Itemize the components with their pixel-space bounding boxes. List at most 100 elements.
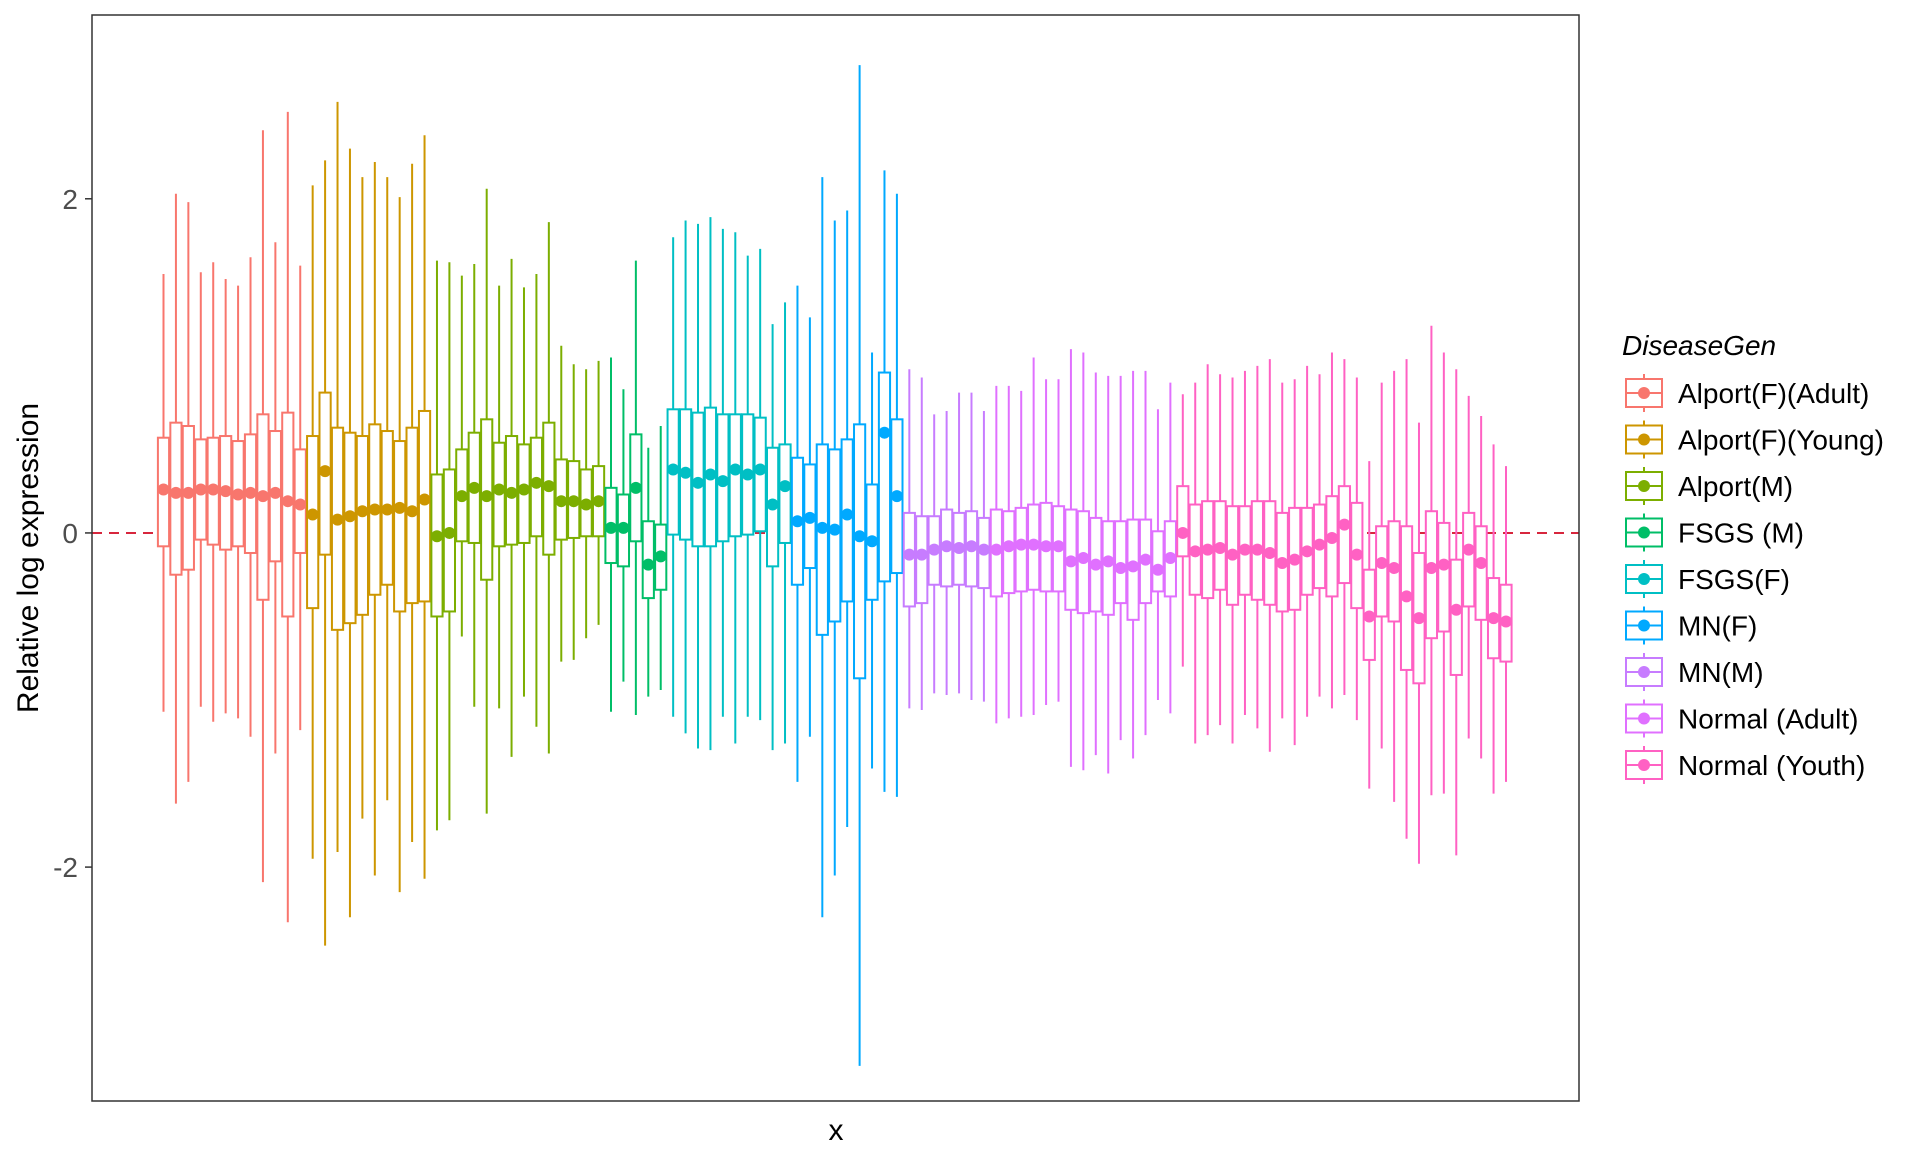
median-point [406,505,419,518]
box-1-0 [306,185,320,859]
median-point [381,503,394,516]
series-4 [666,217,792,751]
median-point [1077,552,1090,564]
median-point [654,550,667,563]
box-8-0 [1176,394,1190,667]
median-point [1425,562,1438,575]
box-4-6 [741,255,755,717]
legend-item-1: Alport(F)(Young) [1625,420,1884,459]
median-point [306,508,319,521]
median-point [1027,538,1040,551]
box-0-9 [268,242,282,754]
legend-label: FSGS(F) [1678,564,1790,595]
median-point [1450,603,1463,616]
box-8-5 [1238,370,1252,716]
legend: DiseaseGen Alport(F)(Adult) Alport(F)(You… [1622,330,1884,784]
box-iqr [853,423,867,680]
box-7-14 [1163,382,1177,714]
median-point [1139,553,1152,566]
median-point [1363,610,1376,623]
median-point [779,480,792,493]
legend-key-point [1638,666,1650,678]
median-point [157,483,170,496]
box-8-14 [1350,377,1364,721]
median-point [530,476,543,489]
box-5-5 [853,65,867,1066]
median-point [866,535,879,548]
box-0-5 [219,278,233,714]
median-point [1238,543,1251,556]
median-point [1500,615,1512,628]
median-point [741,468,754,481]
median-point [493,483,506,496]
median-point [692,476,705,489]
box-iqr [430,473,444,618]
median-point [1226,548,1239,561]
median-point [517,483,530,496]
legend-items: Alport(F)(Adult) Alport(F)(Young) Alport(M… [1625,374,1884,784]
box-iqr [306,435,320,610]
box-8-26 [1499,466,1513,782]
box-5-4 [840,210,854,827]
box-8-11 [1312,374,1327,697]
median-point [1313,538,1326,551]
box-0-7 [243,257,258,737]
median-point [928,543,941,556]
median-point [1462,543,1475,556]
box-2-6 [504,258,519,757]
median-point [580,498,593,511]
box-6-0 [902,369,916,709]
box-2-10 [554,345,568,662]
box-1-2 [330,101,345,853]
box-4-1 [678,220,693,734]
legend-item-0: Alport(F)(Adult) [1625,374,1869,412]
median-point [1151,563,1164,576]
median-point [605,521,617,534]
median-point [1487,612,1500,625]
box-iqr [1437,521,1451,633]
box-1-5 [368,162,382,876]
legend-label: MN(M) [1678,657,1764,688]
box-7-8 [1089,372,1103,756]
box-1-3 [343,148,357,918]
legend-item-7: Normal (Adult) [1625,699,1858,738]
box-0-2 [181,202,195,782]
median-point [915,548,928,561]
series-2 [430,188,606,831]
box-1-8 [405,163,419,843]
series-0 [156,111,307,923]
x-axis-title: x [829,1114,844,1147]
box-2-13 [591,360,606,625]
median-point [977,543,990,556]
box-8-17 [1387,370,1401,802]
box-iqr [343,431,357,625]
legend-title: DiseaseGen [1622,330,1776,361]
box-5-7 [877,170,892,792]
plot-panel-border [91,14,1580,1102]
box-iqr [1474,525,1488,621]
box-8-3 [1213,374,1227,726]
box-iqr [1424,510,1439,640]
box-8-16 [1375,382,1389,749]
median-point [940,540,953,553]
legend-label: Alport(F)(Young) [1678,425,1884,456]
median-point [1412,612,1425,625]
median-point [828,523,841,536]
median-point [1164,552,1177,564]
box-iqr [1375,525,1389,618]
median-point [1388,562,1401,575]
box-3-2 [629,260,643,716]
series-6 [902,369,991,711]
median-point [281,495,294,508]
box-iqr [442,468,456,613]
box-1-7 [393,197,407,893]
box-7-3 [1027,357,1041,716]
median-point [294,498,307,511]
legend-item-5: MN(F) [1625,606,1757,645]
box-5-3 [828,220,842,876]
box-5-0 [790,285,805,782]
median-point [356,505,369,518]
median-point [704,468,717,481]
median-point [1089,558,1102,571]
box-iqr [1462,511,1476,608]
